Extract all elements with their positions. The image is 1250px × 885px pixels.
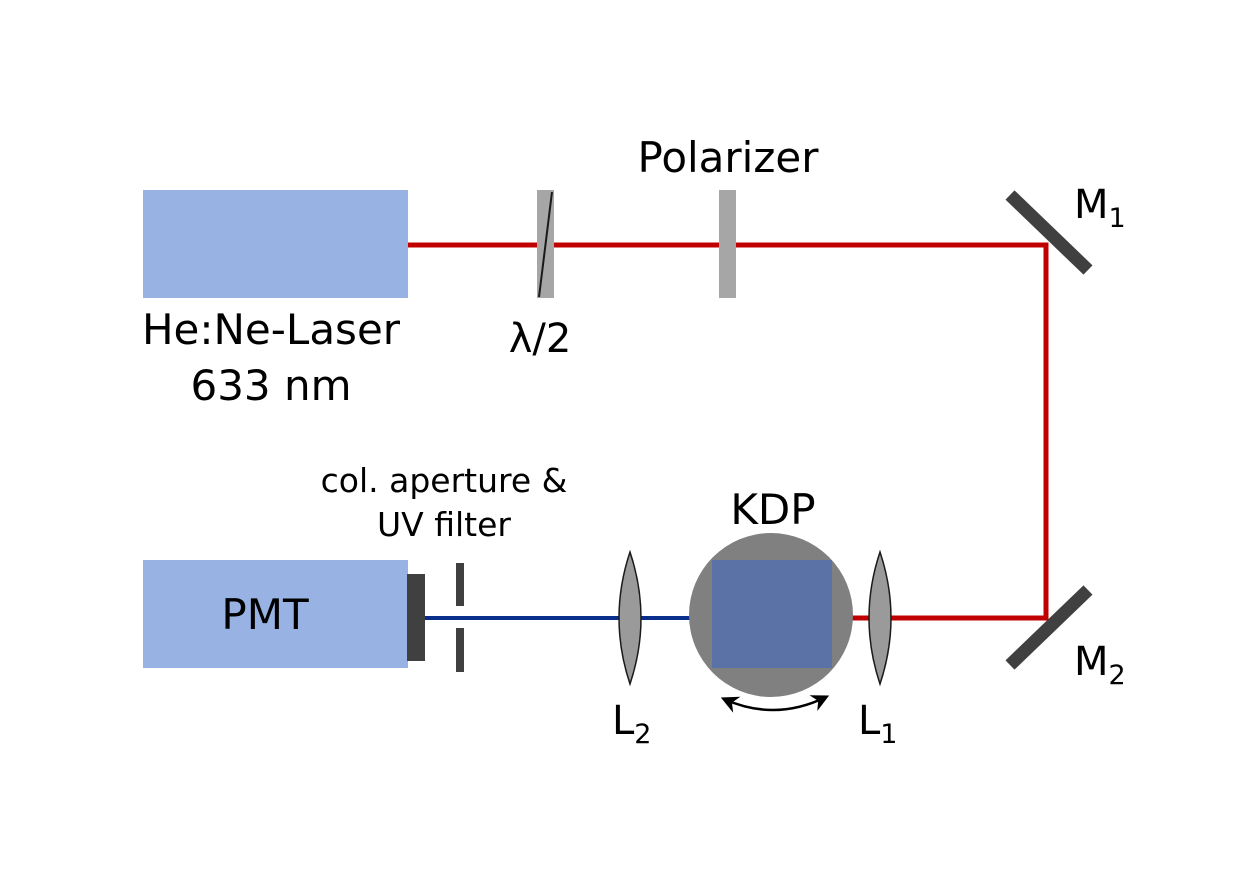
mirror-m1-label-sub: 1	[1109, 203, 1126, 234]
mirror-m2	[1005, 585, 1093, 670]
double-arrow-icon	[720, 695, 830, 713]
polarizer-label: Polarizer	[637, 133, 819, 182]
halfwave-plate-axis	[538, 191, 553, 298]
pmt-window	[407, 574, 425, 661]
pmt-box	[143, 560, 408, 668]
mirror-m2-label-sub: 2	[1109, 660, 1126, 691]
mirror-m1-label-main: M	[1074, 182, 1109, 228]
mirror-m1	[1005, 190, 1093, 275]
mirror-m2-label: M2	[1074, 639, 1126, 691]
lens-l2-label-sub: 2	[634, 719, 651, 750]
mirror-m2-label-main: M	[1074, 639, 1109, 685]
laser-box	[143, 190, 408, 298]
lens-l1-label: L1	[858, 698, 897, 750]
laser-label-line2: 633 nm	[190, 361, 351, 410]
kdp-label: KDP	[730, 485, 815, 534]
lens-l1-label-main: L	[858, 698, 881, 744]
laser-label-line1: He:Ne-Laser	[142, 305, 401, 354]
aperture-label-line2: UV filter	[377, 505, 511, 544]
mirror-m1-label: M1	[1074, 182, 1126, 234]
pmt-label: PMT	[221, 590, 309, 639]
lens-l1-label-sub: 1	[880, 719, 897, 750]
polarizer-plate	[719, 190, 736, 298]
aperture-label-line1: col. aperture &	[321, 461, 568, 500]
lens-l2-label-main: L	[612, 698, 635, 744]
kdp-crystal	[712, 560, 832, 668]
lens-l2-label: L2	[612, 698, 651, 750]
lens-l2	[618, 549, 642, 687]
lens-l1	[868, 549, 892, 687]
halfwave-label: λ/2	[509, 316, 572, 362]
